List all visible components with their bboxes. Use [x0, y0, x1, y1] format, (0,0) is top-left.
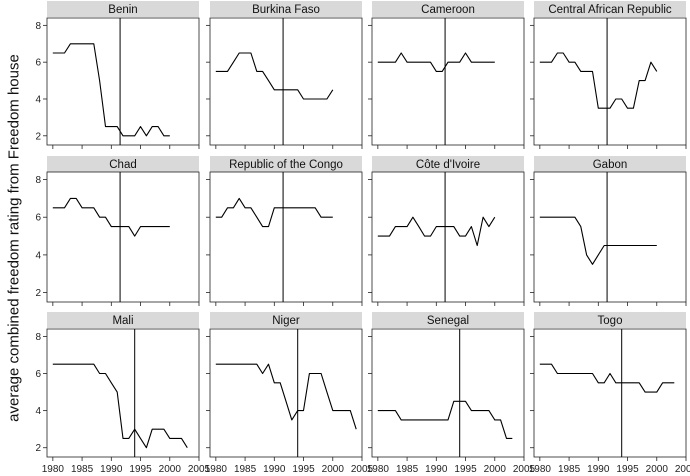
x-tick-label-togo-2000: 2000: [646, 464, 669, 475]
x-tick-label-niger-2000: 2000: [322, 464, 345, 475]
panel-frame-central-african-republic: [533, 17, 687, 146]
x-tick-label-togo-1980: 1980: [529, 464, 552, 475]
panel-title-cameroon: Cameroon: [421, 4, 475, 16]
panel-title-senegal: Senegal: [427, 315, 469, 327]
panel-strip-cote-d-ivoire: [372, 156, 524, 172]
panel-strip-gabon: [534, 156, 686, 172]
panel-title-togo: Togo: [598, 315, 623, 327]
panel-strip-burkina-faso: [210, 1, 362, 17]
y-tick-label-mali-6: 6: [35, 369, 41, 380]
x-tick-label-mali-2000: 2000: [159, 464, 182, 475]
y-tick-label-benin-6: 6: [35, 58, 41, 69]
series-line-benin: [52, 43, 170, 137]
y-tick-label-chad-2: 2: [35, 288, 41, 299]
x-tick-label-niger-1980: 1980: [205, 464, 228, 475]
panel-frame-benin: [46, 17, 200, 146]
y-tick-label-mali-2: 2: [35, 443, 41, 454]
panel-frame-republic-of-the-congo: [209, 171, 363, 303]
panel-frame-togo: [533, 328, 687, 458]
panel-frame-gabon: [533, 171, 687, 303]
panel-strip-niger: [210, 312, 362, 328]
x-tick-label-mali-1980: 1980: [42, 464, 65, 475]
panel-strip-mali: [47, 312, 199, 328]
y-tick-label-benin-4: 4: [35, 94, 41, 105]
x-tick-label-niger-1995: 1995: [292, 464, 315, 475]
x-tick-label-togo-2005: 2005: [675, 464, 690, 475]
panel-title-cote-d-ivoire: Côte d'Ivoire: [416, 159, 480, 171]
y-tick-label-mali-4: 4: [35, 406, 41, 417]
series-line-togo: [539, 363, 675, 393]
panel-strip-cameroon: [372, 1, 524, 17]
series-line-cote-d-ivoire: [377, 216, 496, 247]
x-tick-label-senegal-1985: 1985: [396, 464, 419, 475]
y-tick-label-benin-2: 2: [35, 131, 41, 142]
x-tick-label-mali-1990: 1990: [100, 464, 123, 475]
series-line-republic-of-the-congo: [215, 197, 333, 228]
x-tick-label-senegal-1995: 1995: [454, 464, 477, 475]
x-tick-label-togo-1990: 1990: [587, 464, 610, 475]
panel-title-mali: Mali: [112, 315, 133, 327]
y-tick-label-chad-4: 4: [35, 250, 41, 261]
x-tick-label-togo-1995: 1995: [616, 464, 639, 475]
y-tick-label-chad-6: 6: [35, 213, 41, 224]
y-tick-label-mali-8: 8: [35, 332, 41, 343]
panel-frame-chad: [46, 171, 200, 303]
panel-title-niger: Niger: [272, 315, 300, 327]
series-line-cameroon: [377, 52, 495, 72]
panel-strip-chad: [47, 156, 199, 172]
panel-strip-benin: [47, 1, 199, 17]
x-tick-label-senegal-2000: 2000: [484, 464, 507, 475]
panel-frame-senegal: [371, 328, 525, 458]
series-line-chad: [52, 197, 170, 237]
y-tick-label-chad-8: 8: [35, 175, 41, 186]
panel-title-benin: Benin: [108, 4, 137, 16]
panel-frame-mali: [46, 328, 200, 458]
panel-strip-central-african-republic: [534, 1, 686, 17]
x-tick-label-senegal-2005: 2005: [513, 464, 536, 475]
series-line-central-african-republic: [539, 52, 658, 109]
panel-strip-senegal: [372, 312, 524, 328]
panel-frame-cote-d-ivoire: [371, 171, 525, 303]
panel-title-central-african-republic: Central African Republic: [548, 4, 672, 16]
x-tick-label-mali-2005: 2005: [188, 464, 211, 475]
series-line-gabon: [539, 216, 657, 265]
x-tick-label-mali-1985: 1985: [71, 464, 94, 475]
panel-frame-burkina-faso: [209, 17, 363, 146]
panel-title-gabon: Gabon: [593, 159, 628, 171]
series-line-niger: [215, 363, 357, 430]
x-tick-label-togo-1985: 1985: [558, 464, 581, 475]
x-tick-label-niger-2005: 2005: [351, 464, 374, 475]
panel-title-burkina-faso: Burkina Faso: [252, 4, 320, 16]
panel-title-chad: Chad: [109, 159, 137, 171]
series-line-senegal: [377, 400, 513, 439]
panel-title-republic-of-the-congo: Republic of the Congo: [229, 159, 343, 171]
panel-frame-cameroon: [371, 17, 525, 146]
panel-strip-togo: [534, 312, 686, 328]
panel-frame-niger: [209, 328, 363, 458]
x-tick-label-niger-1990: 1990: [263, 464, 286, 475]
panel-strip-republic-of-the-congo: [210, 156, 362, 172]
x-tick-label-niger-1985: 1985: [234, 464, 257, 475]
y-tick-label-benin-8: 8: [35, 21, 41, 32]
x-tick-label-senegal-1980: 1980: [367, 464, 390, 475]
x-tick-label-senegal-1990: 1990: [425, 464, 448, 475]
series-line-burkina-faso: [215, 52, 334, 100]
x-tick-label-mali-1995: 1995: [129, 464, 152, 475]
series-line-mali: [52, 363, 188, 449]
